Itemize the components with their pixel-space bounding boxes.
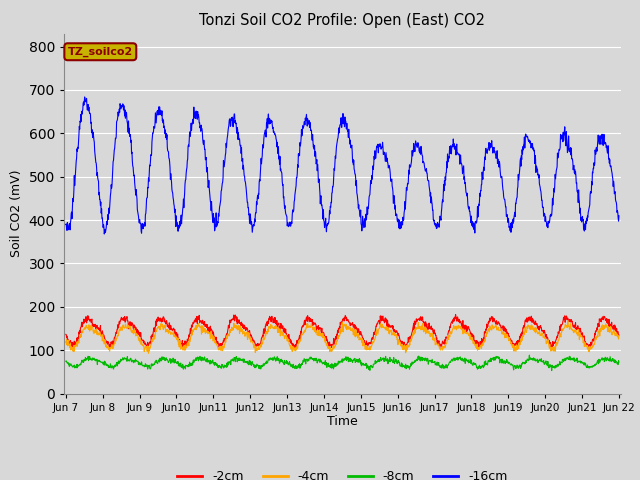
X-axis label: Time: Time [327, 415, 358, 429]
Y-axis label: Soil CO2 (mV): Soil CO2 (mV) [10, 170, 23, 257]
Text: TZ_soilco2: TZ_soilco2 [68, 47, 133, 57]
Title: Tonzi Soil CO2 Profile: Open (East) CO2: Tonzi Soil CO2 Profile: Open (East) CO2 [200, 13, 485, 28]
Legend: -2cm, -4cm, -8cm, -16cm: -2cm, -4cm, -8cm, -16cm [172, 465, 513, 480]
